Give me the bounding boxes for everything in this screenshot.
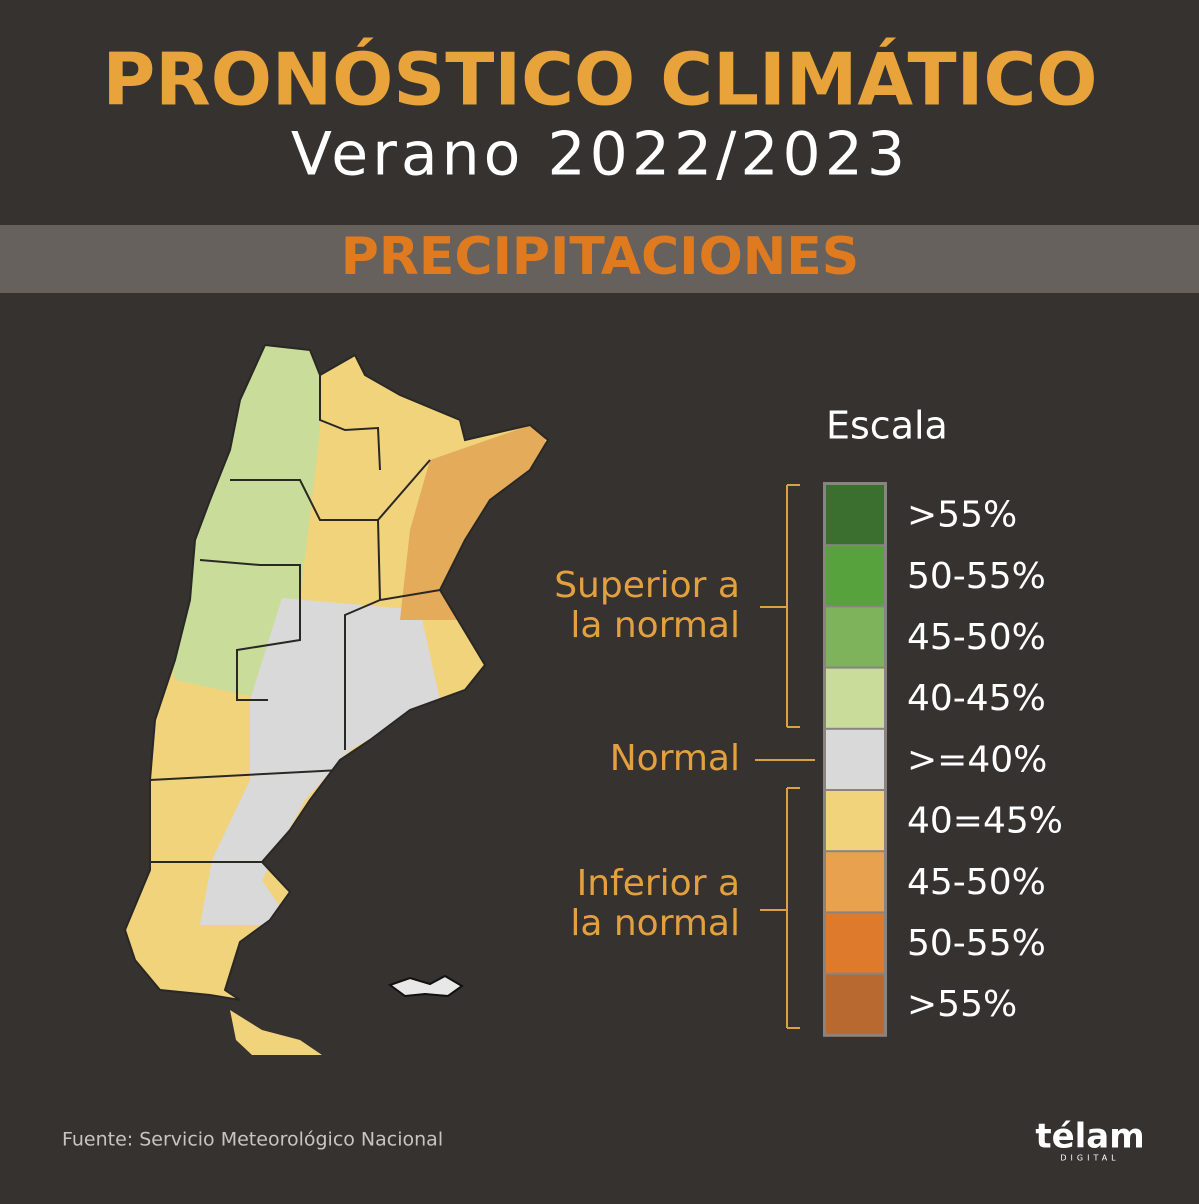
country-outline — [123, 343, 550, 1001]
legend-group-label: Normal — [610, 738, 740, 779]
legend-group-label: la normal — [570, 605, 740, 646]
legend-label: >55% — [907, 495, 1017, 536]
legend-swatch — [826, 852, 884, 912]
source: Fuente: Servicio Meteorológico Nacional — [62, 1129, 443, 1151]
legend-group-label: Inferior a — [577, 863, 740, 904]
legend-label: 45-50% — [907, 862, 1046, 903]
legend-label: 40-45% — [907, 678, 1046, 719]
legend-label: >55% — [907, 984, 1017, 1025]
legend-label: 50-55% — [907, 923, 1046, 964]
logo: télam — [1035, 1117, 1144, 1157]
legend-brackets — [755, 484, 815, 1029]
legend-label: 50-55% — [907, 556, 1046, 597]
legend-swatch — [826, 607, 884, 667]
legend-swatch — [826, 485, 884, 545]
legend: Escala >55% 50-55% 45-50% 40-45% >=40% 40=45%… — [554, 404, 1063, 1037]
province-borders — [135, 375, 441, 863]
legend-swatch — [826, 913, 884, 973]
legend-swatch — [826, 729, 884, 789]
legend-swatch — [826, 546, 884, 606]
legend-swatch — [826, 668, 884, 728]
legend-group-label: Superior a — [554, 565, 740, 606]
legend-label: >=40% — [907, 739, 1047, 780]
logo-tag: DIGITAL — [1060, 1154, 1119, 1163]
section-band — [0, 225, 1199, 293]
legend-swatch — [826, 791, 884, 851]
map-region — [400, 420, 545, 620]
legend-group-label: la normal — [570, 903, 740, 944]
tierra-del-fuego — [230, 1010, 322, 1055]
legend-label: 45-50% — [907, 617, 1046, 658]
section-title: PRECIPITACIONES — [341, 227, 860, 287]
subtitle: Verano 2022/2023 — [291, 120, 909, 190]
title: PRONÓSTICO CLIMÁTICO — [103, 38, 1098, 122]
islands — [387, 974, 464, 998]
legend-label: 40=45% — [907, 801, 1063, 842]
legend-swatch — [826, 974, 884, 1034]
legend-title: Escala — [826, 404, 948, 448]
map-region — [200, 598, 440, 925]
